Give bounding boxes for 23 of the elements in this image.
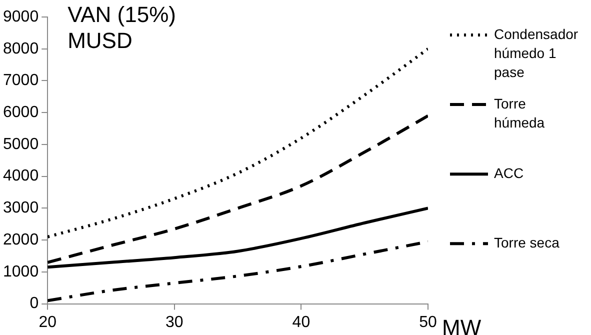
x-tick-label: 40 <box>292 314 310 331</box>
y-axis-title: VAN (15%) MUSD <box>68 2 176 54</box>
x-axis-title: MW <box>442 314 482 335</box>
y-tick-label: 1000 <box>3 263 39 280</box>
y-tick-label: 7000 <box>3 72 39 90</box>
x-tick-label: 30 <box>165 314 184 331</box>
y-tick-label: 2000 <box>3 231 39 248</box>
y-tick-label: 3000 <box>3 200 39 217</box>
x-tick-label: 20 <box>38 314 57 331</box>
legend-label: Torre seca <box>494 234 560 251</box>
y-tick-label: 0 <box>30 295 39 312</box>
y-tick-label: 6000 <box>3 104 39 122</box>
line-series <box>48 114 428 264</box>
line-series <box>48 47 428 238</box>
x-tick-label: 50 <box>419 314 437 331</box>
y-tick-label: 9000 <box>3 8 39 26</box>
legend-label: ACC <box>494 164 524 181</box>
y-tick-label: 5000 <box>3 136 39 153</box>
y-tick-label: 8000 <box>3 40 39 58</box>
legend-label: Torre húmeda <box>494 95 545 130</box>
line-series <box>48 206 428 269</box>
legend-label: Condensador húmedo 1 pase <box>494 26 578 80</box>
y-tick-label: 4000 <box>3 168 39 185</box>
